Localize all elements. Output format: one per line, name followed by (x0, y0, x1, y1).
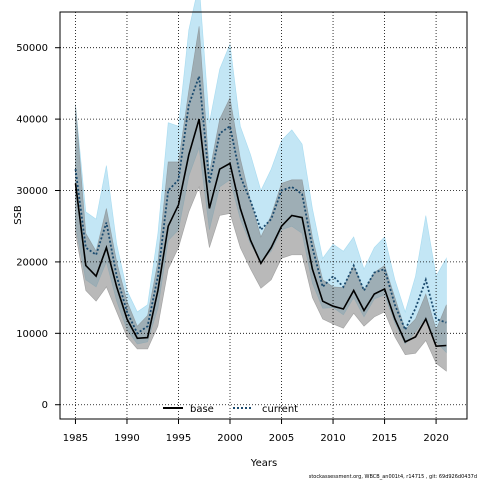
axes: 1985 1990 1995 2000 2005 2010 2015 2020 0 10000 20… (16, 11, 468, 444)
x-tick-label: 2005 (269, 433, 294, 444)
gridlines (60, 12, 467, 419)
legend: base current (163, 404, 298, 415)
band-base (75, 26, 447, 372)
x-tick-label: 2000 (217, 433, 242, 444)
series-line-base (74, 118, 447, 348)
x-tick-label: 2020 (423, 433, 448, 444)
y-tick-label: 0 (42, 400, 48, 411)
legend-current-label: current (262, 404, 298, 415)
x-tick-label: 2015 (372, 433, 397, 444)
y-tick-label: 50000 (16, 43, 48, 54)
y-axis-label: SSB (13, 205, 24, 225)
x-tick-label: 2010 (320, 433, 345, 444)
plot-frame (59, 11, 468, 420)
series-lines (74, 75, 447, 348)
y-tick-label: 40000 (16, 115, 48, 126)
x-tick-label: 1985 (63, 433, 88, 444)
series-line-current (74, 75, 447, 335)
y-tick-label: 10000 (16, 329, 48, 340)
footer-note: stockassessment.org, WBCB_an001t4, r1471… (309, 474, 477, 480)
x-tick-label: 1990 (114, 433, 139, 444)
legend-base-label: base (190, 404, 214, 415)
confidence-bands (75, 0, 447, 372)
y-tick-label: 20000 (16, 257, 48, 268)
y-tick-label: 30000 (16, 186, 48, 197)
x-tick-label: 1995 (166, 433, 191, 444)
x-axis-label: Years (250, 458, 277, 469)
